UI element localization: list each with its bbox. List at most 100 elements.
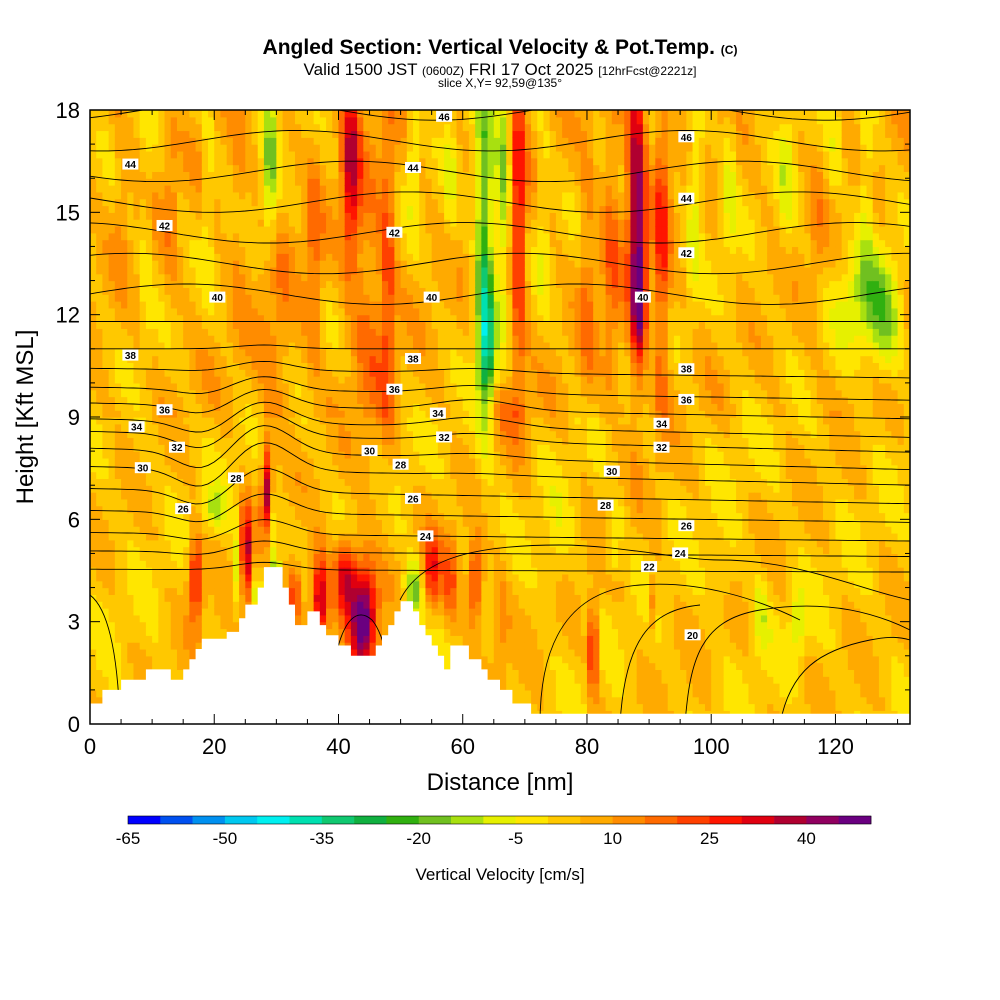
velocity-cell [139, 191, 147, 200]
velocity-cell [388, 601, 395, 609]
velocity-cell [301, 273, 309, 282]
velocity-cell [195, 396, 203, 404]
velocity-cell [251, 471, 259, 479]
velocity-cell [419, 178, 427, 186]
velocity-cell [288, 512, 296, 520]
velocity-cell [406, 225, 414, 234]
velocity-cell [220, 260, 228, 268]
velocity-cell [406, 560, 414, 568]
velocity-cell [90, 580, 97, 589]
velocity-cell [369, 485, 377, 493]
velocity-cell [338, 444, 346, 452]
velocity-cell [288, 123, 296, 132]
velocity-cell [96, 362, 104, 370]
velocity-cell [338, 614, 346, 623]
velocity-cell [344, 512, 352, 520]
velocity-cell [189, 239, 197, 248]
velocity-cell [313, 307, 321, 316]
velocity-cell [158, 110, 166, 118]
velocity-cell [226, 594, 234, 602]
velocity-cell [170, 526, 178, 534]
velocity-cell [282, 314, 290, 323]
velocity-cell [313, 355, 321, 364]
velocity-cell [232, 328, 240, 336]
velocity-cell [183, 273, 190, 282]
velocity-cell [388, 546, 395, 555]
velocity-cell [220, 505, 228, 514]
velocity-cell [114, 430, 122, 439]
velocity-cell [176, 341, 184, 350]
velocity-cell [413, 376, 420, 384]
velocity-cell [344, 253, 352, 261]
velocity-cell [183, 335, 190, 343]
velocity-cell [195, 437, 203, 445]
velocity-cell [195, 307, 203, 316]
velocity-cell [282, 307, 290, 316]
velocity-cell [282, 219, 290, 227]
velocity-cell [301, 382, 309, 391]
velocity-cell [220, 246, 228, 254]
velocity-cell [90, 307, 97, 316]
velocity-cell [214, 307, 222, 316]
velocity-cell [363, 396, 371, 404]
velocity-cell [344, 225, 352, 234]
velocity-cell [344, 164, 352, 172]
velocity-cell [388, 573, 395, 582]
velocity-cell [319, 614, 327, 623]
velocity-cell [388, 185, 395, 193]
velocity-cell [208, 485, 215, 493]
velocity-cell [251, 123, 259, 132]
velocity-cell [350, 335, 358, 343]
velocity-cell [232, 553, 240, 561]
velocity-cell [381, 526, 389, 534]
velocity-cell [357, 580, 364, 589]
velocity-cell [195, 335, 203, 343]
velocity-cell [276, 294, 284, 302]
velocity-cell [208, 335, 215, 343]
velocity-cell [332, 321, 340, 329]
velocity-cell [232, 348, 240, 357]
velocity-cell [307, 389, 315, 398]
velocity-cell [127, 410, 135, 418]
velocity-cell [357, 362, 364, 370]
velocity-cell [164, 648, 172, 657]
velocity-cell [350, 505, 358, 514]
velocity-cell [419, 335, 427, 343]
velocity-cell [301, 505, 309, 514]
velocity-cell [152, 621, 159, 630]
velocity-cell [413, 280, 420, 288]
velocity-cell [270, 478, 277, 486]
velocity-cell [164, 437, 172, 445]
velocity-cell [239, 457, 246, 466]
velocity-cell [226, 321, 234, 329]
velocity-cell [295, 587, 302, 595]
velocity-cell [357, 471, 364, 479]
velocity-cell [214, 205, 222, 213]
velocity-cell [201, 594, 209, 602]
velocity-cell [288, 287, 296, 295]
velocity-cell [413, 335, 420, 343]
velocity-cell [375, 601, 383, 609]
velocity-cell [307, 219, 315, 227]
velocity-cell [139, 532, 147, 541]
velocity-cell [245, 594, 253, 602]
velocity-cell [220, 239, 228, 248]
velocity-cell [394, 144, 402, 152]
velocity-cell [307, 185, 315, 193]
velocity-cell [114, 451, 122, 459]
velocity-cell [208, 444, 215, 452]
velocity-cell [288, 417, 296, 425]
velocity-cell [102, 246, 110, 254]
velocity-cell [276, 369, 284, 377]
velocity-cell [164, 239, 172, 248]
velocity-cell [394, 512, 402, 520]
velocity-cell [263, 382, 271, 391]
velocity-cell [350, 205, 358, 213]
velocity-cell [189, 587, 197, 595]
velocity-cell [183, 157, 190, 166]
valid-date: FRI 17 Oct 2025 [468, 60, 594, 79]
velocity-cell [102, 280, 110, 288]
velocity-cell [239, 219, 246, 227]
velocity-cell [375, 451, 383, 459]
velocity-cell [375, 157, 383, 166]
